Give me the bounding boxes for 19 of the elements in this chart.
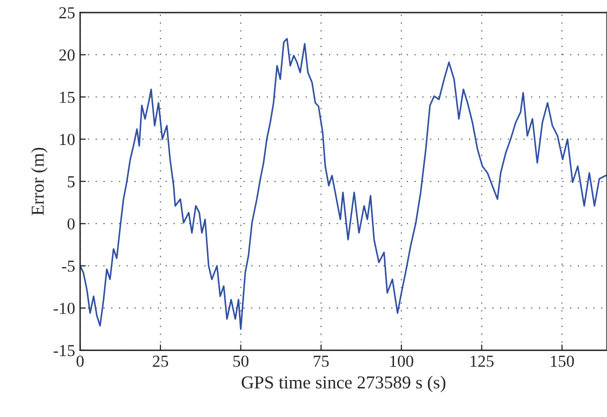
line-series	[80, 38, 607, 330]
y-tick-label: -5	[62, 260, 75, 272]
x-tick-label: 125	[470, 356, 494, 367]
y-tick-label: 10	[60, 134, 75, 146]
x-axis-title: GPS time since 273589 s (s)	[242, 376, 446, 392]
y-tick-label: 15	[60, 92, 75, 103]
x-tick-label: 75	[314, 356, 329, 367]
y-tick-label: -15	[54, 345, 75, 356]
y-tick-label: 25	[59, 7, 75, 18]
x-tick-label: 150	[550, 356, 574, 367]
x-tick-label: 25	[152, 356, 168, 367]
x-tick-label: 100	[390, 356, 414, 367]
x-tick-label: 50	[233, 356, 248, 367]
y-tick-label: 20	[59, 49, 75, 61]
y-tick-label: 5	[68, 176, 75, 188]
y-tick-label: -10	[54, 302, 75, 314]
y-axis-title: Error (m)	[31, 148, 48, 216]
x-tick-label: 0	[76, 356, 84, 367]
y-tick-label: 0	[68, 218, 75, 230]
